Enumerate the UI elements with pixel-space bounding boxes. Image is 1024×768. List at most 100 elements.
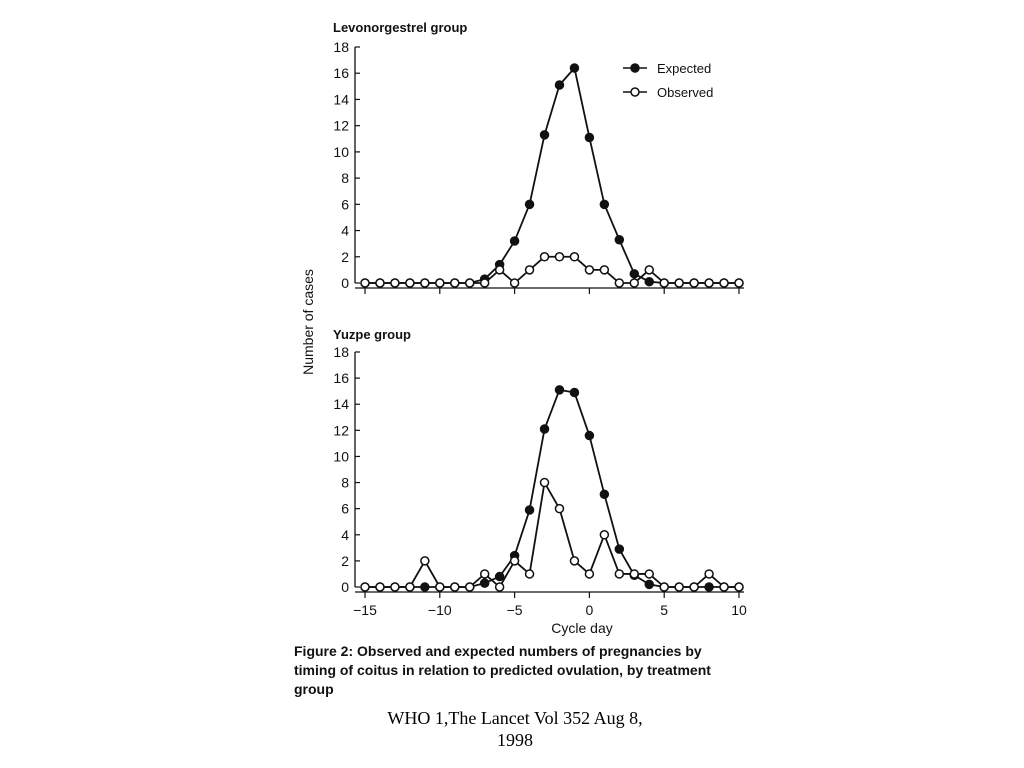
x-tick-label: 10 [731,602,747,618]
y-tick-label: 4 [341,223,349,239]
x-tick-label: −10 [428,602,452,618]
figure-caption: Figure 2: Observed and expected numbers … [294,642,744,699]
data-point-observed [405,582,415,592]
data-point-observed [644,265,654,275]
data-point-observed [435,278,445,288]
data-point-expected [569,387,580,398]
x-tick-label: −5 [507,602,523,618]
data-point-observed [390,582,400,592]
y-tick-label: 8 [341,170,349,186]
data-point-observed [719,278,729,288]
data-point-observed [569,556,580,566]
data-point-observed [599,530,610,540]
series-line-observed [365,481,739,588]
data-point-observed [554,503,565,514]
data-point-expected [629,269,640,279]
caption-lead: Figure 2: [294,643,354,659]
y-tick-label: 6 [341,196,349,212]
y-axis-title: Number of cases [300,269,316,375]
data-point-expected [479,578,490,588]
y-tick-label: 2 [341,553,349,569]
data-point-observed [704,569,714,579]
data-point-observed [674,278,684,288]
data-point-expected [614,234,625,245]
series-line-expected [365,67,739,284]
legend-label: Observed [657,85,713,100]
data-point-observed [360,278,370,288]
source-line-1: WHO 1,The Lancet Vol 352 Aug 8, [387,708,643,728]
data-point-expected [704,582,714,592]
legend-marker [630,63,640,73]
y-tick-label: 12 [333,422,349,438]
data-point-observed [494,265,505,275]
y-tick-label: 0 [341,275,349,291]
data-point-observed [420,556,430,566]
data-point-observed [599,265,610,275]
y-tick-label: 2 [341,249,349,265]
data-point-observed [614,278,625,288]
levonorgestrel-panel: Levonorgestrel group 0 2 4 6 8 10 12 14 16 18 Expec… [333,20,744,294]
data-point-observed [659,278,669,288]
data-point-expected [644,579,654,590]
data-point-observed [494,582,505,592]
legend-label: Expected [657,61,711,76]
data-point-observed [584,265,595,275]
y-tick-label: 6 [341,501,349,517]
y-tick-label: 12 [333,118,349,134]
data-point-observed [554,252,565,262]
y-tick-label: 16 [333,65,349,81]
data-point-observed [375,582,385,592]
data-point-expected [599,199,610,210]
data-point-observed [524,265,535,275]
data-point-observed [674,582,684,592]
data-point-observed [479,569,490,579]
y-tick-label: 4 [341,527,349,543]
data-point-observed [450,582,460,592]
series-line-observed [365,255,739,284]
data-point-observed [734,278,744,288]
data-point-observed [629,278,640,288]
data-point-observed [704,278,714,288]
data-point-observed [539,252,550,262]
panel-title: Yuzpe group [333,327,411,342]
data-point-expected [539,424,550,434]
data-point-observed [464,278,475,288]
data-point-observed [644,569,654,579]
panel-title: Levonorgestrel group [333,20,467,35]
data-point-expected [584,430,595,441]
source-citation: WHO 1,The Lancet Vol 352 Aug 8, 1998 [340,707,690,751]
y-tick-label: 18 [333,39,349,55]
data-point-observed [569,252,580,262]
data-point-observed [360,582,370,592]
data-point-observed [584,569,595,579]
data-point-expected [599,489,610,500]
data-point-expected [554,80,565,90]
source-line-2: 1998 [497,730,533,750]
series-line-expected [365,388,739,588]
data-point-expected [614,544,625,554]
data-point-observed [509,556,520,566]
data-point-expected [644,276,654,287]
data-point-observed [614,569,625,579]
data-point-observed [420,278,430,288]
data-point-observed [689,582,699,592]
data-point-expected [524,505,535,515]
x-tick-label: −15 [353,602,377,618]
data-point-observed [539,477,550,488]
y-tick-label: 8 [341,475,349,491]
data-point-observed [479,278,490,288]
y-tick-label: 14 [333,396,349,412]
data-point-observed [464,582,475,592]
data-point-expected [524,199,535,210]
data-point-expected [539,130,550,140]
y-tick-label: 14 [333,91,349,107]
y-tick-label: 16 [333,370,349,386]
caption-text: Observed and expected numbers of pregnan… [294,643,711,697]
data-point-expected [554,385,565,395]
data-point-observed [405,278,415,288]
y-tick-label: 0 [341,579,349,595]
data-point-observed [435,582,445,592]
data-point-observed [524,569,535,579]
y-tick-label: 18 [333,344,349,360]
